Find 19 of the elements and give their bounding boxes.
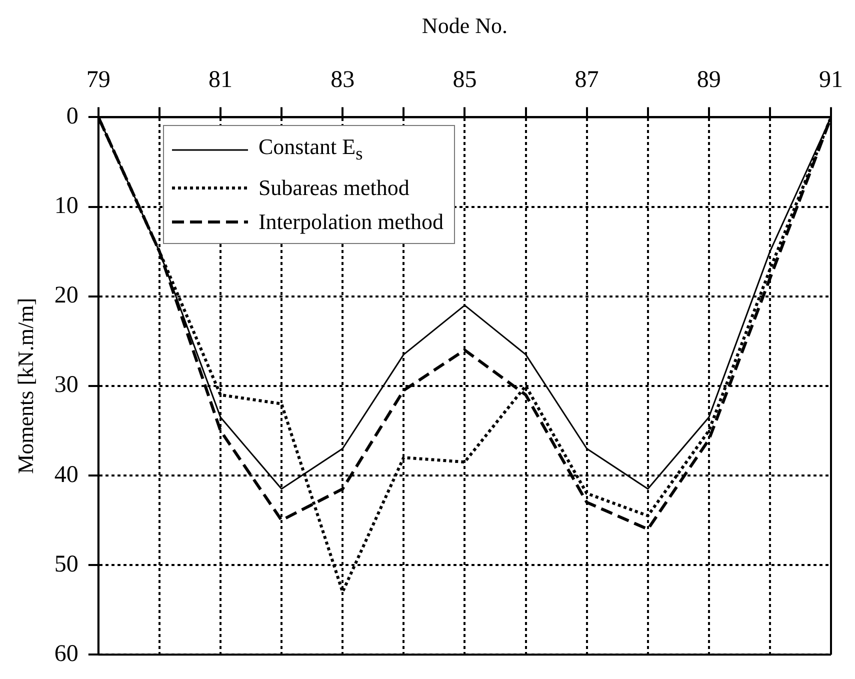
y-tick-label: 20 xyxy=(54,282,78,309)
y-tick-label: 30 xyxy=(54,372,78,398)
x-tick-label: 79 xyxy=(86,67,110,94)
x-tick-label: 87 xyxy=(574,67,599,94)
x-axis-title: Node No. xyxy=(422,12,508,38)
x-tick-label: 83 xyxy=(330,67,355,94)
y-tick-label: 0 xyxy=(66,103,78,130)
y-tick-label: 60 xyxy=(54,640,78,667)
legend-label: Constant E$_{s}$ xyxy=(258,133,363,166)
x-tick-label: 89 xyxy=(696,67,721,94)
y-axis-title: Moments [kN.m/m] xyxy=(12,298,38,474)
x-tick-label: 85 xyxy=(452,67,477,94)
legend-label: Interpolation method xyxy=(258,208,444,236)
y-tick-label: 40 xyxy=(54,462,78,488)
y-tick-label: 50 xyxy=(54,551,78,578)
y-tick-label: 10 xyxy=(54,193,78,220)
x-tick-label: 91 xyxy=(819,67,843,94)
legend-label: Subareas method xyxy=(258,174,410,202)
x-tick-label: 81 xyxy=(208,67,232,94)
